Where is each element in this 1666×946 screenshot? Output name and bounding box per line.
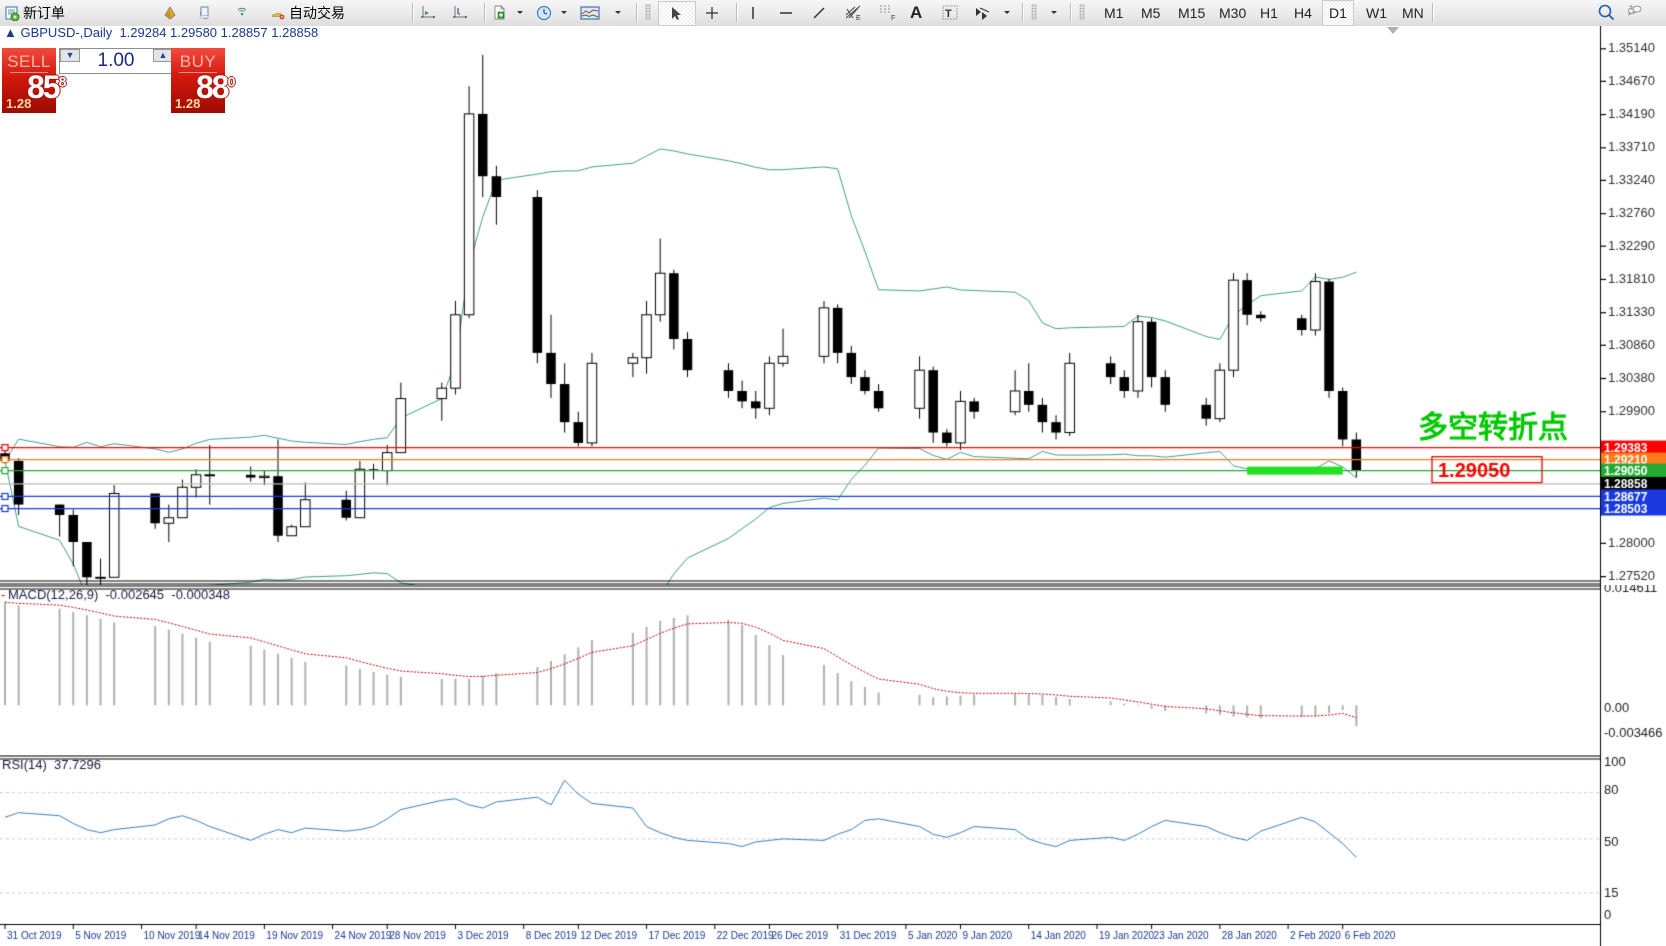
svg-text:E: E [856, 15, 861, 21]
svg-text:T: T [945, 8, 952, 20]
svg-text:F: F [891, 15, 895, 21]
